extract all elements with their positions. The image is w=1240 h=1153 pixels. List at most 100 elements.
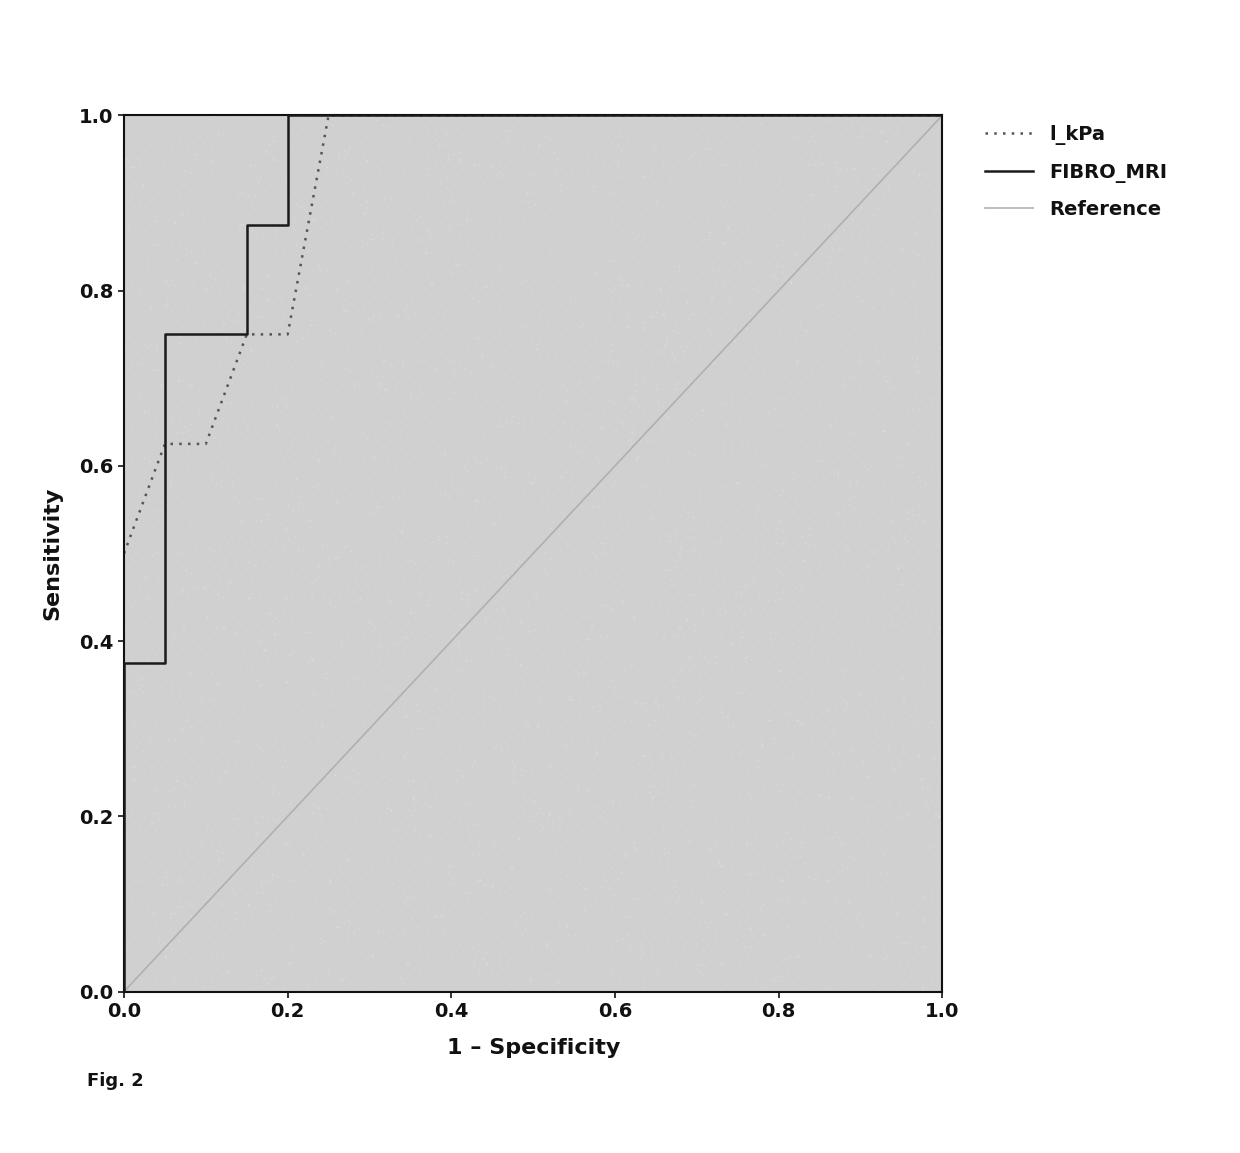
Point bbox=[691, 454, 711, 473]
Point bbox=[304, 176, 324, 195]
Point bbox=[631, 232, 651, 250]
Point bbox=[727, 474, 746, 492]
Point bbox=[877, 872, 897, 890]
Point bbox=[569, 442, 589, 460]
Point bbox=[508, 726, 528, 745]
Point bbox=[727, 116, 746, 135]
Point bbox=[779, 190, 799, 209]
Point bbox=[197, 280, 217, 299]
Point bbox=[792, 877, 812, 896]
Point bbox=[257, 650, 277, 669]
Point bbox=[657, 355, 677, 374]
Point bbox=[448, 214, 467, 233]
Point bbox=[842, 636, 862, 655]
Point bbox=[577, 749, 596, 768]
Point bbox=[393, 512, 413, 530]
Point bbox=[878, 540, 898, 558]
Point bbox=[441, 689, 461, 708]
Point bbox=[533, 964, 553, 982]
Point bbox=[336, 606, 356, 625]
Point bbox=[614, 349, 634, 368]
Point bbox=[676, 559, 696, 578]
Point bbox=[226, 311, 246, 330]
Point bbox=[867, 665, 887, 684]
Point bbox=[755, 306, 775, 324]
Point bbox=[797, 518, 817, 536]
Point bbox=[868, 199, 888, 218]
Point bbox=[577, 469, 596, 488]
Point bbox=[556, 244, 575, 263]
Point bbox=[857, 711, 877, 730]
Point bbox=[851, 376, 870, 394]
Point bbox=[224, 488, 244, 506]
Point bbox=[403, 107, 423, 126]
Point bbox=[897, 711, 916, 730]
Point bbox=[888, 769, 908, 787]
Point bbox=[423, 940, 443, 958]
Point bbox=[680, 156, 699, 174]
Point bbox=[429, 135, 449, 153]
Point bbox=[825, 465, 844, 483]
Point bbox=[129, 678, 149, 696]
Point bbox=[382, 356, 402, 375]
Point bbox=[466, 903, 486, 921]
Point bbox=[445, 661, 465, 679]
Point bbox=[159, 578, 179, 596]
Point bbox=[668, 544, 688, 563]
Point bbox=[923, 265, 942, 284]
Point bbox=[839, 891, 859, 910]
Point bbox=[365, 701, 384, 719]
Point bbox=[792, 527, 812, 545]
Point bbox=[703, 253, 723, 271]
Point bbox=[749, 277, 769, 295]
Point bbox=[854, 249, 874, 267]
Point bbox=[471, 345, 491, 363]
Point bbox=[407, 791, 427, 809]
Point bbox=[149, 573, 169, 591]
Point bbox=[305, 161, 325, 180]
Point bbox=[924, 478, 944, 497]
Point bbox=[910, 468, 930, 487]
Point bbox=[496, 646, 516, 664]
Point bbox=[745, 530, 765, 549]
Point bbox=[651, 717, 671, 736]
Point bbox=[248, 171, 268, 189]
Point bbox=[683, 646, 703, 664]
Point bbox=[278, 625, 298, 643]
Point bbox=[914, 660, 934, 678]
Point bbox=[646, 782, 666, 800]
Point bbox=[343, 914, 363, 933]
Point bbox=[820, 741, 839, 760]
Point bbox=[699, 887, 719, 905]
Point bbox=[487, 845, 507, 864]
Point bbox=[610, 127, 630, 145]
Point bbox=[533, 562, 553, 580]
Point bbox=[294, 668, 314, 686]
Point bbox=[577, 258, 596, 277]
Point bbox=[683, 944, 703, 963]
Point bbox=[331, 480, 351, 498]
Point bbox=[330, 861, 350, 880]
Point bbox=[314, 128, 334, 146]
Point bbox=[371, 340, 391, 359]
Point bbox=[432, 844, 451, 862]
Point bbox=[734, 937, 754, 956]
Point bbox=[768, 355, 787, 374]
Point bbox=[606, 525, 626, 543]
Point bbox=[616, 679, 636, 698]
Point bbox=[712, 273, 732, 292]
Point bbox=[419, 526, 439, 544]
Point bbox=[663, 677, 683, 695]
Point bbox=[495, 460, 515, 478]
Point bbox=[786, 332, 806, 351]
Point bbox=[320, 872, 340, 890]
Point bbox=[567, 743, 587, 761]
Point bbox=[438, 179, 458, 197]
Point bbox=[794, 817, 813, 836]
Point bbox=[667, 689, 687, 708]
Point bbox=[740, 384, 760, 402]
Point bbox=[135, 461, 155, 480]
Point bbox=[237, 828, 257, 846]
Point bbox=[853, 942, 873, 960]
Point bbox=[784, 590, 804, 609]
